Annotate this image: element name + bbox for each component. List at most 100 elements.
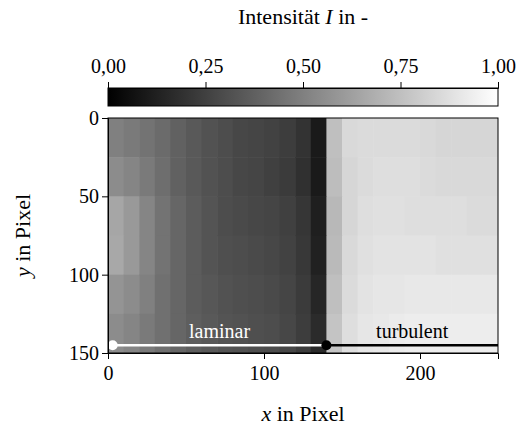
heatmap-cell: [311, 196, 327, 236]
annotation-line: [326, 344, 498, 347]
colorbar-title: Intensität I in -: [238, 4, 368, 29]
heatmap-cell: [311, 157, 327, 197]
colorbar: [108, 88, 498, 106]
heatmap-cell: [108, 118, 124, 158]
heatmap-cell: [124, 236, 140, 276]
colorbar-tick: 1,00: [481, 55, 516, 88]
heatmap-cell: [248, 157, 264, 197]
heatmap-cell: [358, 314, 374, 353]
heatmap-cell: [482, 314, 498, 353]
heatmap-cell: [170, 275, 186, 315]
heatmap-cell: [326, 196, 342, 236]
heatmap-cell: [202, 118, 218, 158]
heatmap-cell: [482, 236, 498, 276]
heatmap-cell: [248, 236, 264, 276]
heatmap-cell: [404, 157, 420, 197]
heatmap-cell: [404, 196, 420, 236]
x-tick: 0: [104, 353, 114, 384]
heatmap-cell: [264, 314, 280, 353]
x-tick-label: 200: [406, 362, 436, 384]
colorbar-tick: 0,00: [91, 55, 126, 88]
heatmap-cell: [389, 157, 405, 197]
heatmap-cell: [358, 275, 374, 315]
x-tick-mark: [420, 353, 421, 359]
heatmap-cell: [280, 157, 296, 197]
heatmap-cell: [108, 196, 124, 236]
heatmap-cell: [467, 118, 483, 158]
y-axis-title: y in Pixel: [10, 194, 35, 279]
heatmap-cell: [358, 196, 374, 236]
heatmap-cell: [420, 275, 436, 315]
heatmap-cell: [467, 275, 483, 315]
y-tick-label: 150: [69, 342, 99, 364]
heatmap-cell: [124, 314, 140, 353]
heatmap-cell: [155, 196, 171, 236]
y-tick-mark: [102, 275, 108, 276]
heatmap-cell: [202, 275, 218, 315]
heatmap-cell: [358, 236, 374, 276]
heatmap-cell: [404, 236, 420, 276]
heatmap-cell: [389, 236, 405, 276]
heatmap-cell: [295, 236, 311, 276]
colorbar-axis: 0,00 0,25 0,50 0,75 1,00: [91, 55, 516, 89]
heatmap-cell: [436, 196, 452, 236]
heatmap-cell: [358, 118, 374, 158]
heatmap-cell: [280, 314, 296, 353]
heatmap-cell: [451, 118, 467, 158]
annotation-label: laminar: [189, 320, 250, 342]
heatmap-cell: [342, 157, 358, 197]
heatmap-cell: [326, 118, 342, 158]
heatmap-cell: [124, 118, 140, 158]
heatmap-cell: [420, 236, 436, 276]
colorbar-tick: 0,75: [384, 55, 419, 88]
heatmap-cell: [264, 196, 280, 236]
heatmap-cell: [280, 196, 296, 236]
heatmap-cell: [295, 118, 311, 158]
heatmap-cell: [139, 275, 155, 315]
colorbar-tick-mark: [303, 82, 304, 88]
x-axis-line: [109, 354, 499, 360]
heatmap-cell: [326, 157, 342, 197]
heatmap-cell: [124, 275, 140, 315]
heatmap-cell: [233, 118, 249, 158]
colorbar-tick-label: 0,50: [286, 55, 321, 77]
heatmap-cell: [139, 157, 155, 197]
annotation-label: turbulent: [376, 320, 449, 342]
y-tick-label: 100: [69, 264, 99, 286]
heatmap-cell: [482, 118, 498, 158]
x-tick: 200: [406, 353, 436, 384]
heatmap-cell: [186, 275, 202, 315]
y-axis-line: [102, 119, 109, 354]
heatmap-cell: [311, 275, 327, 315]
heatmap-cell: [436, 236, 452, 276]
colorbar-tick-label: 0,00: [91, 55, 126, 77]
heatmap-cell: [124, 196, 140, 236]
colorbar-tick: 0,25: [189, 55, 224, 88]
y-tick-mark: [102, 118, 108, 119]
heatmap-cell: [420, 118, 436, 158]
heatmap-cell: [420, 196, 436, 236]
heatmap-cell: [108, 157, 124, 197]
plot-frame: [108, 118, 498, 353]
heatmap-cell: [264, 275, 280, 315]
heatmap-cell: [139, 236, 155, 276]
heatmap-cell: [451, 275, 467, 315]
heatmap-cell: [451, 314, 467, 353]
heatmap-cell: [264, 157, 280, 197]
y-tick: 50: [79, 185, 108, 207]
heatmap-cell: [155, 236, 171, 276]
heatmap-cell: [436, 157, 452, 197]
heatmap-cell: [420, 157, 436, 197]
heatmap-cell: [108, 314, 124, 353]
annotation-dot: [321, 340, 331, 350]
heatmap-cell: [436, 118, 452, 158]
heatmap-cell: [467, 157, 483, 197]
heatmap-cell: [217, 157, 233, 197]
heatmap-cell: [373, 157, 389, 197]
heatmap-cell: [482, 196, 498, 236]
heatmap-cell: [404, 118, 420, 158]
y-tick: 100: [69, 264, 108, 286]
heatmap-cell: [108, 236, 124, 276]
heatmap-cell: [389, 275, 405, 315]
heatmap-cell: [326, 275, 342, 315]
